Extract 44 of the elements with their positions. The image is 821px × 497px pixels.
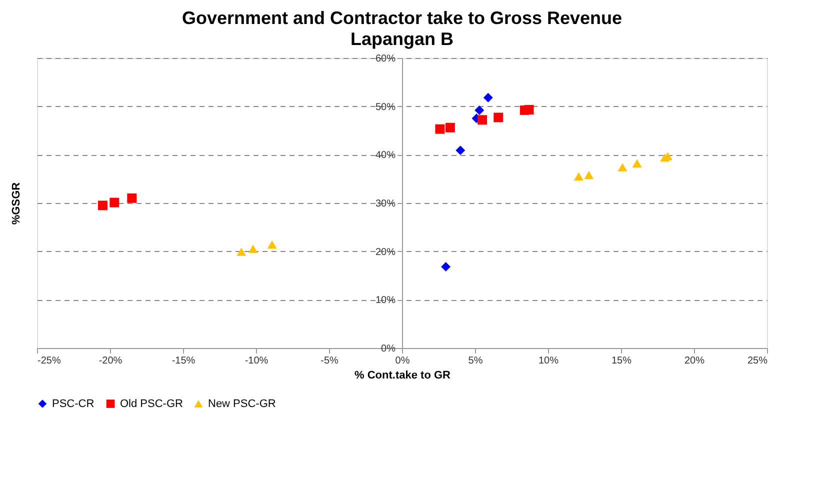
y-tick-label: 20% [375,246,396,258]
point [584,170,594,180]
y-tick-label: 40% [375,150,396,162]
chart-subtitle: Lapangan B [350,29,454,49]
point [483,92,493,102]
point [248,244,258,254]
x-tick-label: 5% [468,356,483,366]
point [618,163,628,172]
point [632,159,642,168]
legend-label: PSC-CR [52,398,94,410]
x-tick-label: -5% [320,356,338,366]
point [574,172,584,181]
point [494,112,504,122]
y-tick-label: 50% [375,102,396,113]
x-axis-title: % Cont.take to GR [354,370,451,382]
point [435,124,445,134]
point [236,248,246,256]
x-tick-label: 20% [684,356,705,366]
x-tick-label: -15% [172,356,196,366]
point [474,105,484,115]
x-tick-label: 25% [747,356,768,366]
x-tick-label: 15% [611,356,632,366]
y-tick-label: 10% [375,295,396,306]
chart-title: Government and Contractor take to Gross Revenue [182,8,622,28]
x-tick-label: -10% [244,356,268,366]
legend-label: New PSC-GR [208,398,276,410]
x-tick-label: -25% [38,356,61,366]
x-tick-label: -20% [98,356,122,366]
y-tick-label: 0% [381,344,396,354]
point [456,146,466,156]
point [110,198,120,208]
point [445,122,455,132]
point [478,115,488,125]
point [267,240,277,249]
point [441,262,451,272]
point [98,200,108,210]
y-tick-label: 30% [375,198,396,210]
x-tick-label: 10% [538,356,559,366]
y-tick-label: 60% [375,54,396,64]
point [524,104,534,114]
point [127,193,137,203]
y-axis-title: %GSGR [10,182,22,225]
legend-label: Old PSC-GR [120,398,184,410]
x-tick-label: 0% [395,356,410,366]
